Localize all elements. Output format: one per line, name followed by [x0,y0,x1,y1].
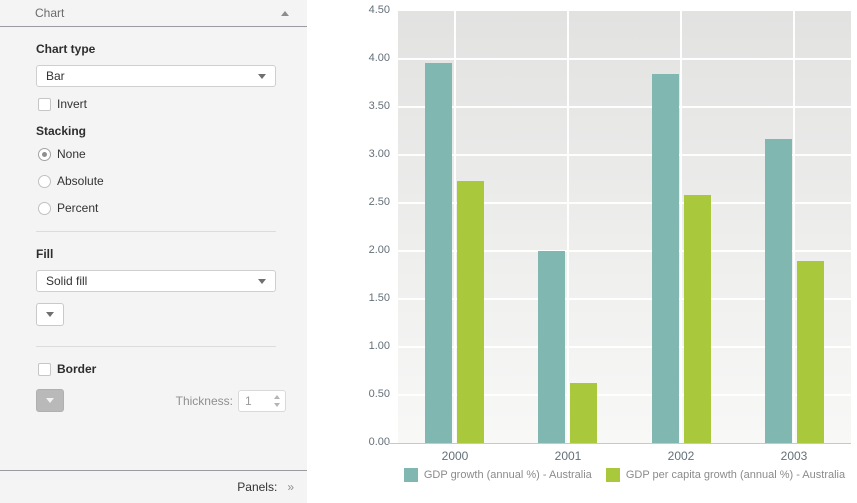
panels-footer: Panels: » [0,470,307,503]
legend-label: GDP growth (annual %) - Australia [423,469,592,481]
y-axis-label: 0.00 [368,436,390,448]
stacking-option-none[interactable]: None [38,147,276,161]
gridline-h [398,58,851,60]
chevron-down-icon [258,73,266,79]
panels-expand-icon[interactable]: » [287,480,295,494]
gridline-v [454,11,456,443]
y-axis-label: 2.50 [368,196,390,208]
bar [684,195,711,443]
chart-area: 0.00 0.50 1.00 1.50 2.00 2.50 3.00 3.50 4.00 4.50… [340,0,857,503]
stacking-option-percent[interactable]: Percent [38,201,276,215]
fill-value: Solid fill [46,274,88,288]
thickness-label: Thickness: [175,393,233,408]
bar [765,139,792,443]
chevron-down-icon [46,312,54,317]
radio-absolute-label: Absolute [57,174,104,188]
radio-none[interactable] [38,147,51,161]
gridline-v [680,11,682,443]
chart-settings-panel: Chart Chart type Bar Invert Stacking Non… [0,0,307,503]
radio-percent[interactable] [38,201,51,215]
bar [425,63,452,443]
legend-item: GDP per capita growth (annual %) - Austr… [605,468,846,482]
invert-checkbox-row[interactable]: Invert [38,97,276,111]
chart-type-select[interactable]: Bar [36,65,276,87]
bar [797,261,824,443]
section-divider [36,231,276,232]
chart-type-label: Chart type [36,42,96,56]
chart-type-value: Bar [46,69,65,83]
collapse-icon[interactable] [281,10,289,16]
bar [652,74,679,443]
gridline-v [567,11,569,443]
chart-plot [398,11,851,443]
border-options-row: Thickness: [36,389,286,412]
gridline-h [398,394,851,396]
y-axis-label: 3.00 [368,148,390,160]
fill-label: Fill [36,247,54,261]
gridline-h [398,250,851,252]
bar [538,251,565,443]
x-axis-line [388,443,851,444]
gridline-h [398,298,851,300]
y-axis-label: 1.50 [368,292,390,304]
y-axis-label: 2.00 [368,244,390,256]
legend-swatch-icon [605,468,620,482]
section-divider [36,346,276,347]
legend-label: GDP per capita growth (annual %) - Austr… [625,469,846,481]
legend-swatch-icon [403,468,418,482]
spinner-arrows [274,391,285,411]
y-axis-label: 0.50 [368,388,390,400]
fill-color-dropdown-button[interactable] [36,303,64,326]
radio-absolute[interactable] [38,174,51,188]
y-axis-label: 3.50 [368,100,390,112]
thickness-control: Thickness: [175,389,286,412]
x-axis-label: 2000 [441,449,469,463]
panels-label: Panels: [237,480,278,494]
bar [570,383,597,443]
chevron-down-icon [258,278,266,284]
invert-label: Invert [57,97,88,111]
radio-percent-label: Percent [57,201,99,215]
border-checkbox-row[interactable]: Border [38,362,276,376]
x-axis-label: 2002 [667,449,695,463]
border-color-dropdown-button[interactable] [36,389,64,412]
spin-up-icon[interactable] [274,394,280,399]
fill-select[interactable]: Solid fill [36,270,276,292]
panel-body: Chart type Bar Invert Stacking None Abso… [0,27,307,412]
gridline-v [793,11,795,443]
chevron-down-icon [46,398,54,403]
spin-down-icon[interactable] [274,402,280,407]
thickness-spinner[interactable] [238,389,286,412]
radio-none-label: None [57,147,86,161]
stacking-label: Stacking [36,124,87,138]
gridline-h [398,106,851,108]
stacking-option-absolute[interactable]: Absolute [38,174,276,188]
invert-checkbox[interactable] [38,97,51,111]
panel-title: Chart [35,6,65,20]
x-axis-label: 2003 [780,449,808,463]
legend-item: GDP growth (annual %) - Australia [403,468,592,482]
bar [457,181,484,443]
legend: GDP growth (annual %) - Australia GDP per… [398,468,851,482]
gridline-h [398,202,851,204]
y-axis-label: 1.00 [368,340,390,352]
panel-header[interactable]: Chart [0,0,307,27]
thickness-input[interactable] [239,390,267,411]
gridline-h [398,346,851,348]
y-axis-label: 4.50 [368,4,390,16]
x-axis-label: 2001 [554,449,582,463]
gridline-h [398,154,851,156]
y-axis-label: 4.00 [368,52,390,64]
border-checkbox[interactable] [38,362,51,376]
border-label: Border [57,362,97,376]
